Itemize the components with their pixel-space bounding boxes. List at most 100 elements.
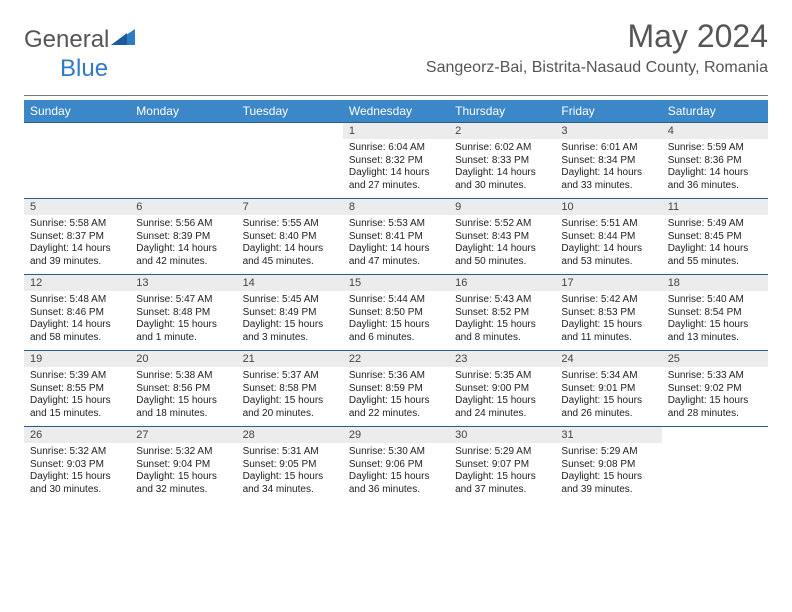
- weekday-header: Wednesday: [343, 100, 449, 123]
- day-number-cell: 31: [555, 427, 661, 444]
- day-number-cell: 20: [130, 351, 236, 368]
- day-info-cell: Sunrise: 5:32 AMSunset: 9:04 PMDaylight:…: [130, 443, 236, 502]
- daylight-text: Daylight: 15 hours and 6 minutes.: [349, 319, 443, 344]
- day-number-cell: 3: [555, 123, 661, 140]
- daylight-text: Daylight: 15 hours and 39 minutes.: [561, 471, 655, 496]
- info-row: Sunrise: 5:32 AMSunset: 9:03 PMDaylight:…: [24, 443, 768, 502]
- day-number-cell: 5: [24, 199, 130, 216]
- weekday-header: Monday: [130, 100, 236, 123]
- day-info-cell: Sunrise: 6:04 AMSunset: 8:32 PMDaylight:…: [343, 139, 449, 199]
- sunset-text: Sunset: 8:41 PM: [349, 231, 443, 244]
- day-number-cell: 1: [343, 123, 449, 140]
- weekday-header: Tuesday: [237, 100, 343, 123]
- daynum-row: 262728293031: [24, 427, 768, 444]
- day-number-cell: [24, 123, 130, 140]
- day-number-cell: 11: [662, 199, 768, 216]
- day-info-cell: Sunrise: 5:35 AMSunset: 9:00 PMDaylight:…: [449, 367, 555, 427]
- info-row: Sunrise: 5:48 AMSunset: 8:46 PMDaylight:…: [24, 291, 768, 351]
- daylight-text: Daylight: 15 hours and 15 minutes.: [30, 395, 124, 420]
- day-number-cell: 25: [662, 351, 768, 368]
- sunset-text: Sunset: 8:58 PM: [243, 383, 337, 396]
- day-number-cell: 9: [449, 199, 555, 216]
- calendar-body: 1234 Sunrise: 6:04 AMSunset: 8:32 PMDayl…: [24, 123, 768, 503]
- title-block: May 2024 Sangeorz-Bai, Bistrita-Nasaud C…: [426, 18, 768, 81]
- day-number-cell: 22: [343, 351, 449, 368]
- sunrise-text: Sunrise: 5:49 AM: [668, 218, 762, 231]
- sunset-text: Sunset: 9:00 PM: [455, 383, 549, 396]
- day-info-cell: Sunrise: 5:49 AMSunset: 8:45 PMDaylight:…: [662, 215, 768, 275]
- daylight-text: Daylight: 14 hours and 50 minutes.: [455, 243, 549, 268]
- location-label: Sangeorz-Bai, Bistrita-Nasaud County, Ro…: [426, 59, 768, 81]
- calendar-table: Sunday Monday Tuesday Wednesday Thursday…: [24, 100, 768, 502]
- sunrise-text: Sunrise: 5:29 AM: [561, 446, 655, 459]
- day-info-cell: Sunrise: 5:51 AMSunset: 8:44 PMDaylight:…: [555, 215, 661, 275]
- sunrise-text: Sunrise: 5:40 AM: [668, 294, 762, 307]
- day-number-cell: [130, 123, 236, 140]
- day-number-cell: 15: [343, 275, 449, 292]
- daylight-text: Daylight: 15 hours and 1 minute.: [136, 319, 230, 344]
- daylight-text: Daylight: 14 hours and 58 minutes.: [30, 319, 124, 344]
- sunrise-text: Sunrise: 5:29 AM: [455, 446, 549, 459]
- sunset-text: Sunset: 9:08 PM: [561, 459, 655, 472]
- top-divider: [24, 95, 768, 96]
- day-info-cell: Sunrise: 5:29 AMSunset: 9:08 PMDaylight:…: [555, 443, 661, 502]
- sunrise-text: Sunrise: 5:52 AM: [455, 218, 549, 231]
- sunset-text: Sunset: 9:06 PM: [349, 459, 443, 472]
- sunset-text: Sunset: 8:59 PM: [349, 383, 443, 396]
- day-info-cell: Sunrise: 6:01 AMSunset: 8:34 PMDaylight:…: [555, 139, 661, 199]
- sunrise-text: Sunrise: 6:04 AM: [349, 142, 443, 155]
- daylight-text: Daylight: 14 hours and 36 minutes.: [668, 167, 762, 192]
- sunrise-text: Sunrise: 5:32 AM: [136, 446, 230, 459]
- daylight-text: Daylight: 15 hours and 30 minutes.: [30, 471, 124, 496]
- sunset-text: Sunset: 8:55 PM: [30, 383, 124, 396]
- day-info-cell: Sunrise: 5:34 AMSunset: 9:01 PMDaylight:…: [555, 367, 661, 427]
- weekday-header: Friday: [555, 100, 661, 123]
- daylight-text: Daylight: 15 hours and 8 minutes.: [455, 319, 549, 344]
- sunrise-text: Sunrise: 5:32 AM: [30, 446, 124, 459]
- day-number-cell: 6: [130, 199, 236, 216]
- sunrise-text: Sunrise: 5:44 AM: [349, 294, 443, 307]
- sunset-text: Sunset: 9:02 PM: [668, 383, 762, 396]
- sunset-text: Sunset: 8:56 PM: [136, 383, 230, 396]
- day-info-cell: Sunrise: 5:55 AMSunset: 8:40 PMDaylight:…: [237, 215, 343, 275]
- daynum-row: 12131415161718: [24, 275, 768, 292]
- day-number-cell: 28: [237, 427, 343, 444]
- sunset-text: Sunset: 9:07 PM: [455, 459, 549, 472]
- sunrise-text: Sunrise: 5:30 AM: [349, 446, 443, 459]
- day-info-cell: Sunrise: 5:47 AMSunset: 8:48 PMDaylight:…: [130, 291, 236, 351]
- sunrise-text: Sunrise: 5:43 AM: [455, 294, 549, 307]
- weekday-header-row: Sunday Monday Tuesday Wednesday Thursday…: [24, 100, 768, 123]
- sunrise-text: Sunrise: 5:42 AM: [561, 294, 655, 307]
- sunset-text: Sunset: 8:44 PM: [561, 231, 655, 244]
- daylight-text: Daylight: 15 hours and 26 minutes.: [561, 395, 655, 420]
- day-number-cell: [237, 123, 343, 140]
- day-info-cell: Sunrise: 5:32 AMSunset: 9:03 PMDaylight:…: [24, 443, 130, 502]
- day-number-cell: 29: [343, 427, 449, 444]
- sunrise-text: Sunrise: 5:35 AM: [455, 370, 549, 383]
- sunrise-text: Sunrise: 5:34 AM: [561, 370, 655, 383]
- sunrise-text: Sunrise: 6:02 AM: [455, 142, 549, 155]
- day-info-cell: Sunrise: 5:36 AMSunset: 8:59 PMDaylight:…: [343, 367, 449, 427]
- daylight-text: Daylight: 14 hours and 55 minutes.: [668, 243, 762, 268]
- weekday-header: Sunday: [24, 100, 130, 123]
- day-number-cell: 24: [555, 351, 661, 368]
- daylight-text: Daylight: 14 hours and 39 minutes.: [30, 243, 124, 268]
- sunrise-text: Sunrise: 5:56 AM: [136, 218, 230, 231]
- daylight-text: Daylight: 15 hours and 28 minutes.: [668, 395, 762, 420]
- sunset-text: Sunset: 8:52 PM: [455, 307, 549, 320]
- daylight-text: Daylight: 15 hours and 24 minutes.: [455, 395, 549, 420]
- day-number-cell: 30: [449, 427, 555, 444]
- sunset-text: Sunset: 8:48 PM: [136, 307, 230, 320]
- sunset-text: Sunset: 8:45 PM: [668, 231, 762, 244]
- weekday-header: Saturday: [662, 100, 768, 123]
- sunset-text: Sunset: 8:33 PM: [455, 155, 549, 168]
- sunset-text: Sunset: 8:37 PM: [30, 231, 124, 244]
- info-row: Sunrise: 5:58 AMSunset: 8:37 PMDaylight:…: [24, 215, 768, 275]
- daynum-row: 1234: [24, 123, 768, 140]
- sunset-text: Sunset: 8:34 PM: [561, 155, 655, 168]
- brand-text-2: Blue: [60, 55, 108, 82]
- day-number-cell: 8: [343, 199, 449, 216]
- info-row: Sunrise: 6:04 AMSunset: 8:32 PMDaylight:…: [24, 139, 768, 199]
- daylight-text: Daylight: 15 hours and 20 minutes.: [243, 395, 337, 420]
- daynum-row: 567891011: [24, 199, 768, 216]
